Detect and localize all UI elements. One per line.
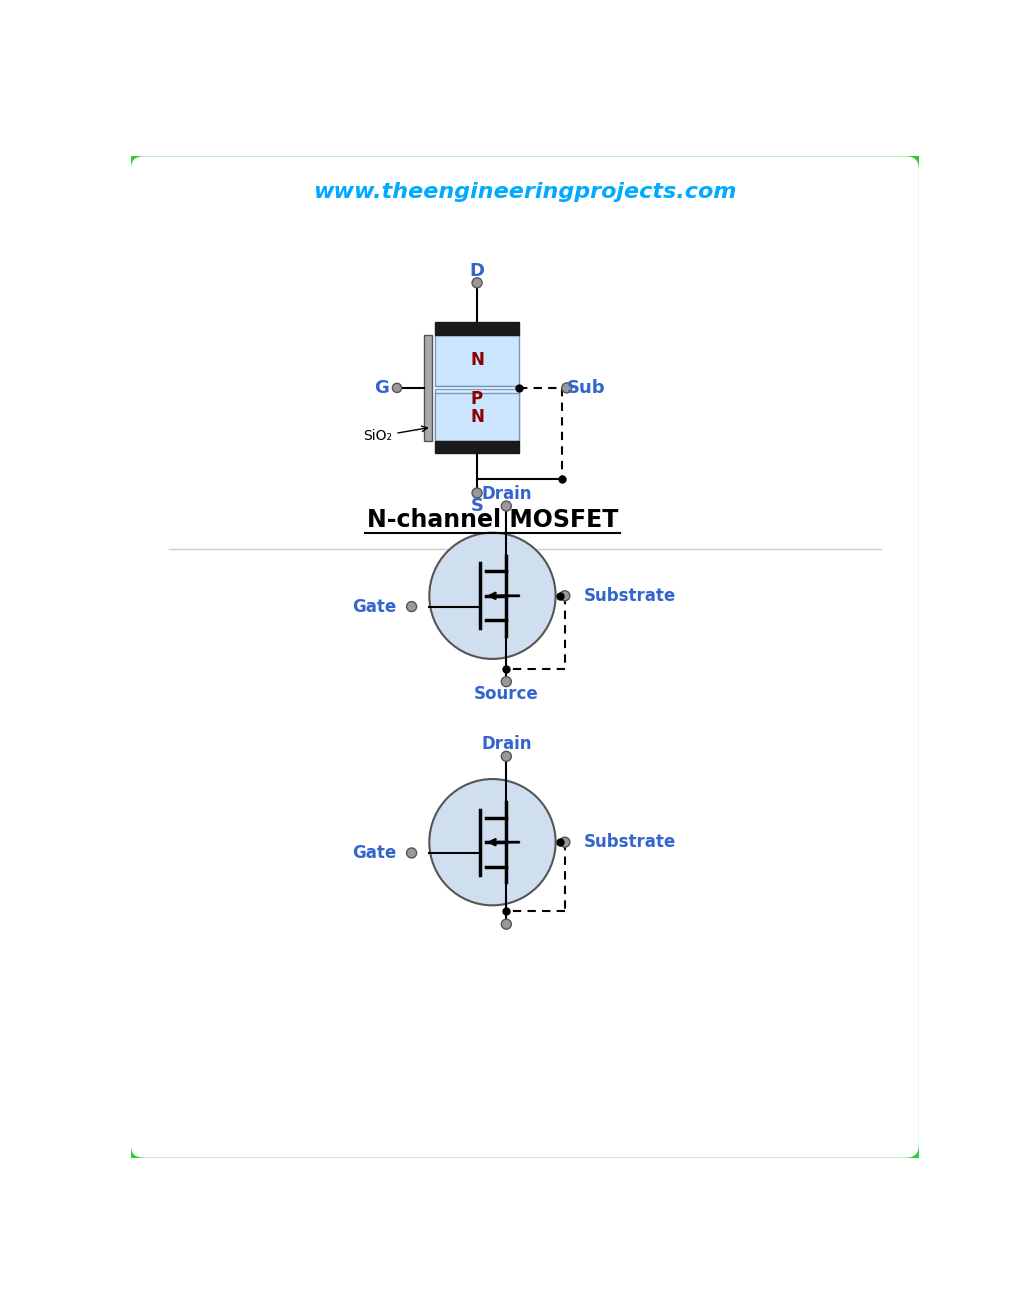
Bar — [435, 441, 519, 453]
Text: N-channel MOSFET: N-channel MOSFET — [367, 509, 618, 532]
Text: Sub: Sub — [567, 379, 606, 397]
Bar — [435, 389, 519, 440]
Bar — [435, 323, 519, 334]
Circle shape — [560, 837, 569, 847]
Circle shape — [407, 848, 417, 857]
Text: Source: Source — [474, 686, 539, 704]
Text: www.theengineeringprojects.com: www.theengineeringprojects.com — [313, 182, 736, 202]
Text: Substrate: Substrate — [584, 587, 676, 605]
Circle shape — [502, 752, 511, 761]
Text: S: S — [471, 497, 483, 515]
FancyBboxPatch shape — [125, 151, 925, 1163]
Text: SiO₂: SiO₂ — [364, 427, 427, 444]
Bar — [435, 334, 519, 386]
Circle shape — [560, 591, 569, 601]
Circle shape — [502, 501, 511, 511]
Text: G: G — [374, 379, 389, 397]
Bar — [435, 393, 519, 441]
Bar — [424, 334, 432, 441]
Circle shape — [392, 384, 401, 393]
Text: P: P — [471, 390, 483, 409]
Text: Gate: Gate — [352, 844, 396, 863]
Circle shape — [429, 532, 556, 658]
Circle shape — [562, 382, 571, 393]
Text: Gate: Gate — [352, 597, 396, 615]
Text: Substrate: Substrate — [584, 833, 676, 851]
Circle shape — [429, 779, 556, 905]
Text: Drain: Drain — [481, 735, 531, 753]
Circle shape — [502, 677, 511, 687]
Text: Drain: Drain — [481, 485, 531, 503]
Circle shape — [502, 920, 511, 929]
Text: D: D — [470, 262, 484, 280]
Text: N: N — [470, 407, 484, 425]
Circle shape — [472, 278, 482, 288]
Circle shape — [407, 601, 417, 611]
Circle shape — [472, 488, 482, 498]
Text: N: N — [470, 351, 484, 368]
